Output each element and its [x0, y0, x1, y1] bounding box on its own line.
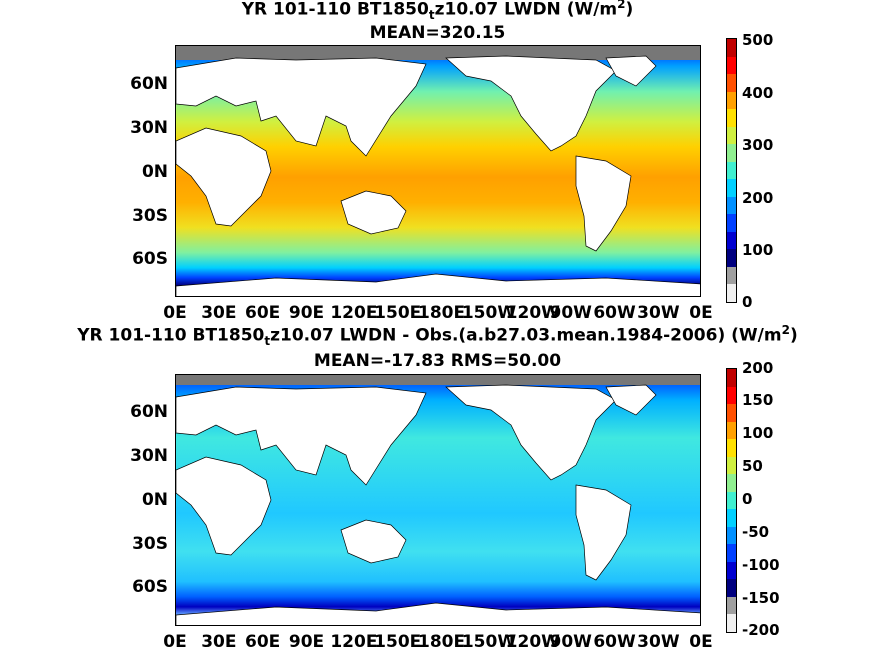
panel2-lat-60s: 60S — [132, 577, 168, 597]
lon-label: 150E — [374, 632, 422, 652]
colorbar-swatch — [727, 284, 736, 302]
panel2-map — [175, 374, 701, 626]
lon-label: 150W — [461, 632, 517, 652]
colorbar-swatch — [727, 144, 736, 162]
colorbar-swatch — [727, 456, 736, 475]
lon-label: 30E — [201, 632, 237, 652]
colorbar-swatch — [727, 249, 736, 267]
colorbar-swatch — [727, 526, 736, 545]
panel2-lat-0n: 0N — [141, 490, 168, 510]
colorbar-swatch — [727, 439, 736, 457]
colorbar-swatch — [727, 214, 736, 232]
lon-label: 90E — [288, 632, 325, 652]
colorbar-swatch — [727, 126, 736, 145]
colorbar-swatch — [727, 421, 736, 440]
lon-label: 60E — [245, 632, 281, 652]
panel2-cbar-tick: 50 — [742, 457, 763, 475]
lon-label: 0E — [689, 632, 713, 652]
colorbar-swatch — [727, 56, 736, 75]
panel1-map — [175, 45, 701, 297]
lon-label: 30W — [637, 632, 680, 652]
panel2-cbar-tick: -200 — [742, 621, 780, 639]
panel2-title: YR 101-110 BT1850tz10.07 LWDN - Obs.(a.b… — [77, 323, 798, 349]
lon-label: 90W — [549, 632, 592, 652]
panel1-cbar-tick: 400 — [742, 84, 774, 102]
colorbar-swatch — [727, 474, 736, 492]
lon-label: 60W — [593, 303, 636, 323]
panel1-colorbar — [726, 38, 737, 303]
colorbar-swatch — [727, 179, 736, 197]
panel1-cbar-tick: 200 — [742, 189, 774, 207]
panel2-cbar-tick: -150 — [742, 589, 780, 607]
panel2-lat-30n: 30N — [130, 446, 168, 466]
colorbar-swatch — [727, 614, 736, 632]
panel1-cbar-tick: 500 — [742, 31, 774, 49]
colorbar-swatch — [727, 39, 736, 57]
panel2-cbar-tick: 200 — [742, 359, 774, 377]
colorbar-swatch — [727, 91, 736, 110]
colorbar-swatch — [727, 386, 736, 405]
colorbar-swatch — [727, 561, 736, 580]
panel2-cbar-tick: 100 — [742, 424, 774, 442]
panel2-lat-30s: 30S — [132, 534, 168, 554]
panel1-cbar-tick: 0 — [742, 293, 753, 311]
lon-label: 60W — [593, 632, 636, 652]
panel2-mean-line: MEAN=-17.83 RMS=50.00 — [313, 351, 562, 371]
lon-label: 30E — [201, 303, 237, 323]
lon-label: 90E — [288, 303, 325, 323]
panel2-cbar-tick: 150 — [742, 391, 774, 409]
panel1-cbar-tick: 100 — [742, 241, 774, 259]
colorbar-swatch — [727, 544, 736, 562]
colorbar-swatch — [727, 266, 736, 285]
colorbar-swatch — [727, 369, 736, 387]
lon-label: 120E — [330, 303, 378, 323]
panel1-cbar-tick: 300 — [742, 136, 774, 154]
panel2-cbar-tick: -50 — [742, 523, 770, 541]
lon-label: 60E — [245, 303, 281, 323]
colorbar-swatch — [727, 109, 736, 127]
colorbar-swatch — [727, 579, 736, 597]
colorbar-swatch — [727, 596, 736, 615]
colorbar-swatch — [727, 74, 736, 92]
lon-label: 90W — [549, 303, 592, 323]
panel1-title: YR 101-110 BT1850tz10.07 LWDN (W/m2) — [241, 0, 634, 23]
lon-label: 150E — [374, 303, 422, 323]
panel1-lat-60n: 60N — [130, 74, 168, 94]
colorbar-swatch — [727, 161, 736, 180]
lon-label: 120E — [330, 632, 378, 652]
panel2-lat-60n: 60N — [130, 402, 168, 422]
lon-label: 120W — [505, 632, 560, 652]
panel2-cbar-tick: 0 — [742, 490, 753, 508]
panel1-lat-30n: 30N — [130, 118, 168, 138]
panel2-cbar-tick: -100 — [742, 556, 780, 574]
lon-label: 180E — [418, 632, 466, 652]
colorbar-swatch — [727, 491, 736, 510]
colorbar-swatch — [727, 231, 736, 250]
colorbar-swatch — [727, 509, 736, 527]
lon-label: 150W — [461, 303, 517, 323]
panel2-colorbar — [726, 368, 737, 633]
lon-label: 180E — [418, 303, 466, 323]
colorbar-swatch — [727, 404, 736, 422]
lon-label: 0E — [163, 303, 187, 323]
panel1-lat-30s: 30S — [132, 206, 168, 226]
panel1-lat-60s: 60S — [132, 249, 168, 269]
lon-label: 30W — [637, 303, 680, 323]
lon-label: 0E — [689, 303, 713, 323]
lon-label: 120W — [505, 303, 560, 323]
panel1-lat-0n: 0N — [141, 162, 168, 182]
panel1-mean-line: MEAN=320.15 — [369, 23, 506, 43]
lon-label: 0E — [163, 632, 187, 652]
colorbar-swatch — [727, 196, 736, 215]
